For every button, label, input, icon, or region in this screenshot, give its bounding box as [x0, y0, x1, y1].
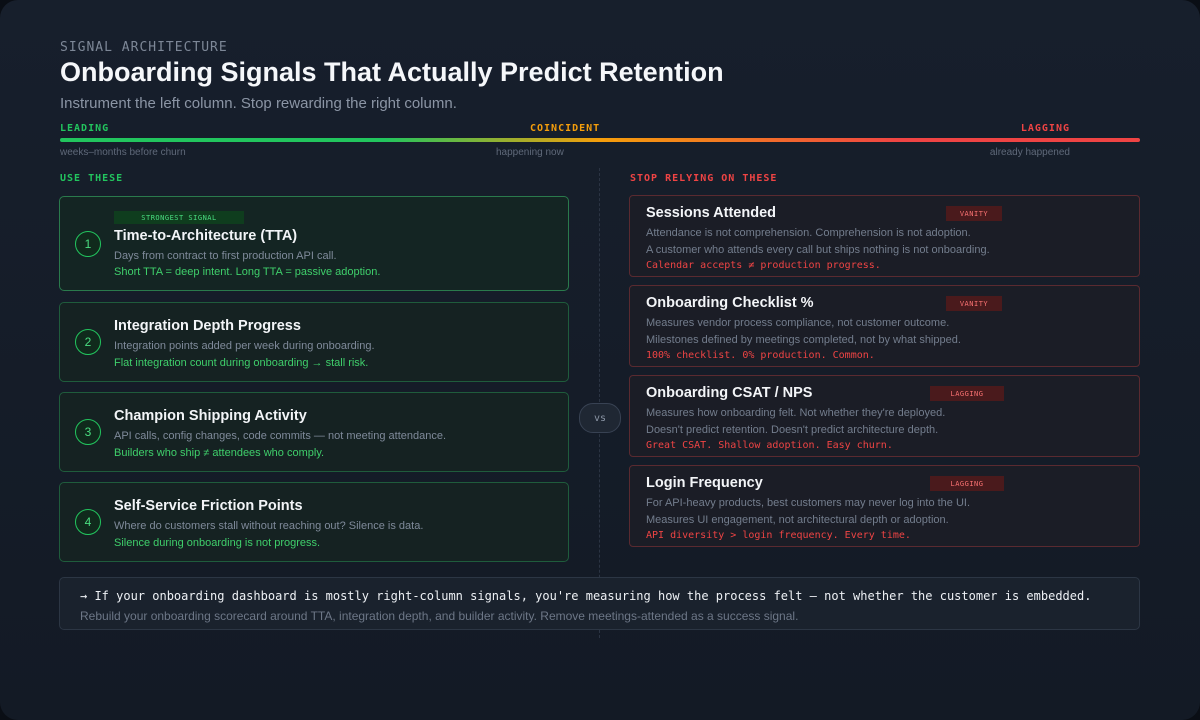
left-column-heading: USE THESE [60, 173, 124, 184]
scale-sub-leading: weeks–months before churn [60, 147, 186, 158]
card-number: 4 [75, 509, 101, 535]
right-column-heading: STOP RELYING ON THESE [630, 173, 778, 184]
card-number: 3 [75, 419, 101, 445]
card-description: Where do customers stall without reachin… [114, 520, 424, 532]
lagging-badge: LAGGING [930, 476, 1004, 491]
vs-badge: vs [579, 403, 621, 433]
card-title: Champion Shipping Activity [114, 408, 307, 424]
page-subtitle: Instrument the left column. Stop rewardi… [60, 95, 457, 112]
card-number: 2 [75, 329, 101, 355]
page-title: Onboarding Signals That Actually Predict… [60, 57, 724, 87]
card-title: Onboarding Checklist % [646, 295, 814, 311]
vanity-card-checklist: Onboarding Checklist % VANITY Measures v… [629, 285, 1140, 367]
strongest-signal-badge: STRONGEST SIGNAL [114, 211, 244, 224]
signal-card-self-service-friction: 4 Self-Service Friction Points Where do … [59, 482, 569, 562]
card-description-2: Doesn't predict retention. Doesn't predi… [646, 424, 939, 436]
vanity-card-sessions-attended: Sessions Attended VANITY Attendance is n… [629, 195, 1140, 277]
vanity-badge: VANITY [946, 206, 1002, 221]
card-description: Integration points added per week during… [114, 340, 375, 352]
card-description-1: Measures vendor process compliance, not … [646, 317, 950, 329]
card-takeaway: Short TTA = deep intent. Long TTA = pass… [114, 266, 381, 278]
card-description: API calls, config changes, code commits … [114, 430, 447, 442]
scale-label-coincident: COINCIDENT [530, 123, 601, 134]
lagging-card-csat-nps: Onboarding CSAT / NPS LAGGING Measures h… [629, 375, 1140, 457]
card-description-1: Measures how onboarding felt. Not whethe… [646, 407, 946, 419]
scale-sub-coincident: happening now [496, 147, 564, 158]
signal-card-tta: 1 STRONGEST SIGNAL Time-to-Architecture … [59, 196, 569, 291]
card-description-2: Milestones defined by meetings completed… [646, 334, 961, 346]
card-takeaway: Flat integration count during onboarding… [114, 357, 369, 369]
lagging-badge: LAGGING [930, 386, 1004, 401]
card-title: Onboarding CSAT / NPS [646, 385, 813, 401]
card-description-1: For API-heavy products, best customers m… [646, 497, 971, 509]
card-takeaway: Calendar accepts ≠ production progress. [646, 260, 881, 271]
card-takeaway: API diversity > login frequency. Every t… [646, 530, 911, 541]
scale-sub-lagging: already happened [989, 147, 1070, 158]
card-takeaway: Silence during onboarding is not progres… [114, 537, 321, 549]
scale-label-leading: LEADING [60, 123, 110, 134]
card-description: Days from contract to first production A… [114, 250, 337, 262]
footer-recommendation: Rebuild your onboarding scorecard around… [80, 609, 799, 623]
card-takeaway: 100% checklist. 0% production. Common. [646, 350, 875, 361]
card-description-2: Measures UI engagement, not architectura… [646, 514, 949, 526]
card-title: Login Frequency [646, 475, 763, 491]
vanity-badge: VANITY [946, 296, 1002, 311]
footer-insight: → If your onboarding dashboard is mostly… [80, 589, 1092, 603]
signal-card-champion-shipping: 3 Champion Shipping Activity API calls, … [59, 392, 569, 472]
card-title: Self-Service Friction Points [114, 498, 303, 514]
card-takeaway: Builders who ship ≠ attendees who comply… [114, 447, 325, 459]
card-title: Integration Depth Progress [114, 318, 301, 334]
card-number: 1 [75, 230, 101, 257]
card-description-2: A customer who attends every call but sh… [646, 244, 990, 256]
eyebrow-label: SIGNAL ARCHITECTURE [60, 40, 228, 55]
card-title: Time-to-Architecture (TTA) [114, 228, 298, 244]
footer-callout: → If your onboarding dashboard is mostly… [59, 577, 1140, 630]
scale-label-lagging: LAGGING [1020, 123, 1070, 134]
signal-timing-gradient-bar [60, 138, 1140, 142]
card-takeaway: Great CSAT. Shallow adoption. Easy churn… [646, 440, 893, 451]
lagging-card-login-frequency: Login Frequency LAGGING For API-heavy pr… [629, 465, 1140, 547]
card-description-1: Attendance is not comprehension. Compreh… [646, 227, 971, 239]
card-title: Sessions Attended [646, 205, 776, 221]
signal-card-integration-depth: 2 Integration Depth Progress Integration… [59, 302, 569, 382]
